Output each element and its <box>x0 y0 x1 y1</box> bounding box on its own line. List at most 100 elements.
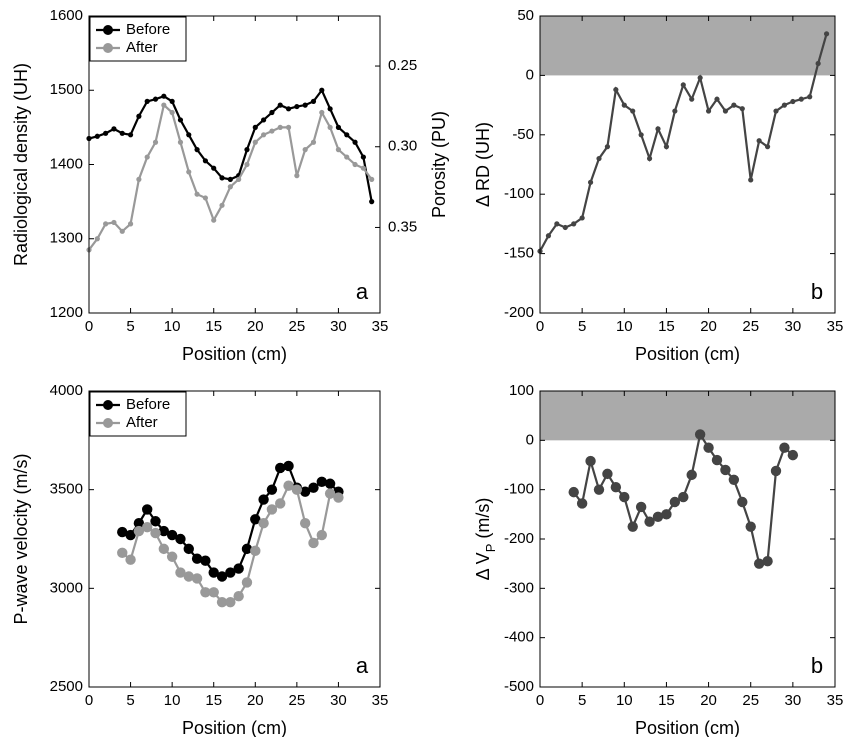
x-tick-label: 5 <box>126 318 134 335</box>
data-point <box>672 108 678 114</box>
data-point <box>302 147 308 153</box>
x-tick-label: 15 <box>658 318 675 335</box>
legend-label: After <box>126 414 158 431</box>
data-point <box>705 108 712 114</box>
data-point <box>720 464 731 476</box>
y-tick-label: -50 <box>512 126 534 143</box>
y-tick-label: -400 <box>504 629 534 646</box>
data-point <box>285 106 292 112</box>
y-tick-label: 100 <box>509 382 534 399</box>
data-point <box>275 498 286 509</box>
data-point <box>169 98 175 104</box>
y-tick-label: 1500 <box>50 81 83 98</box>
data-point <box>225 567 236 578</box>
data-point <box>302 102 308 108</box>
y-tick-label: -150 <box>504 245 534 262</box>
y-tick-label: 0 <box>526 66 534 83</box>
data-point <box>689 96 695 102</box>
y-tick-label: 2500 <box>50 678 83 695</box>
data-point <box>596 155 602 162</box>
panel-label: a <box>356 653 369 678</box>
x-tick-label: 0 <box>536 318 544 335</box>
x-tick-label: 0 <box>85 318 93 335</box>
data-point <box>283 480 294 491</box>
y-axis-title-part: (m/s) <box>473 498 493 544</box>
legend-label: Before <box>126 21 170 38</box>
legend-marker <box>103 25 113 35</box>
y-tick-label: -500 <box>504 678 534 695</box>
data-point <box>745 521 756 532</box>
x-tick-label: 35 <box>827 692 844 709</box>
x-tick-label: 25 <box>289 318 306 335</box>
panel-label: a <box>356 279 369 304</box>
legend-label: After <box>126 39 158 56</box>
y2-tick-label: 0.30 <box>388 138 417 155</box>
data-point <box>602 468 613 480</box>
data-point <box>183 543 194 555</box>
x-tick-label: 30 <box>330 318 347 335</box>
y-tick-label: -100 <box>504 481 534 498</box>
x-tick-label: 30 <box>330 692 347 709</box>
data-point <box>244 161 250 168</box>
data-point <box>158 543 170 555</box>
data-point <box>310 139 317 145</box>
y-tick-label: 0 <box>526 431 534 448</box>
data-point <box>324 478 336 489</box>
y-tick-label: 3500 <box>50 481 83 498</box>
y-tick-label: -200 <box>504 304 534 321</box>
data-point <box>335 147 342 153</box>
data-point <box>277 102 283 108</box>
x-tick-label: 25 <box>742 318 759 335</box>
data-point <box>319 109 325 116</box>
data-point <box>266 484 278 495</box>
data-point <box>216 596 228 608</box>
data-point <box>277 124 283 130</box>
data-point <box>94 236 100 242</box>
x-axis-title: Position (cm) <box>635 344 740 364</box>
data-point <box>211 217 217 223</box>
data-point <box>200 555 211 566</box>
y2-tick-label: 0.25 <box>388 57 417 74</box>
legend-marker <box>103 43 113 53</box>
data-point <box>756 138 762 144</box>
data-point <box>815 60 821 67</box>
data-point <box>144 154 150 160</box>
data-point <box>764 144 771 150</box>
x-tick-label: 0 <box>85 692 93 709</box>
data-point <box>186 132 192 138</box>
data-point <box>630 108 636 114</box>
data-point <box>152 96 159 102</box>
y-tick-label: 1300 <box>50 230 83 247</box>
data-point <box>200 587 211 598</box>
data-point <box>655 126 661 132</box>
data-point <box>576 498 588 509</box>
data-point <box>680 82 686 88</box>
data-point <box>191 553 203 564</box>
data-point <box>219 202 225 208</box>
data-point <box>136 176 142 182</box>
data-point <box>722 108 729 114</box>
x-tick-label: 15 <box>658 692 675 709</box>
data-point <box>125 529 136 541</box>
x-tick-label: 20 <box>247 318 264 335</box>
legend-box <box>89 16 187 62</box>
data-point <box>291 484 303 495</box>
data-point <box>219 175 225 181</box>
data-point <box>327 124 333 130</box>
data-point <box>175 567 186 578</box>
data-point <box>686 469 697 481</box>
shaded-region <box>540 391 835 441</box>
data-point <box>252 139 258 145</box>
data-point <box>319 87 325 93</box>
x-tick-label: 30 <box>785 318 802 335</box>
data-point <box>266 504 278 515</box>
data-point <box>360 154 366 160</box>
data-point <box>638 132 644 138</box>
legend-box <box>89 391 187 437</box>
data-point <box>161 102 167 108</box>
data-point <box>299 486 311 497</box>
y-tick-label: -100 <box>504 185 534 202</box>
x-tick-label: 25 <box>289 692 306 709</box>
data-point <box>299 518 311 529</box>
data-point <box>663 144 670 150</box>
